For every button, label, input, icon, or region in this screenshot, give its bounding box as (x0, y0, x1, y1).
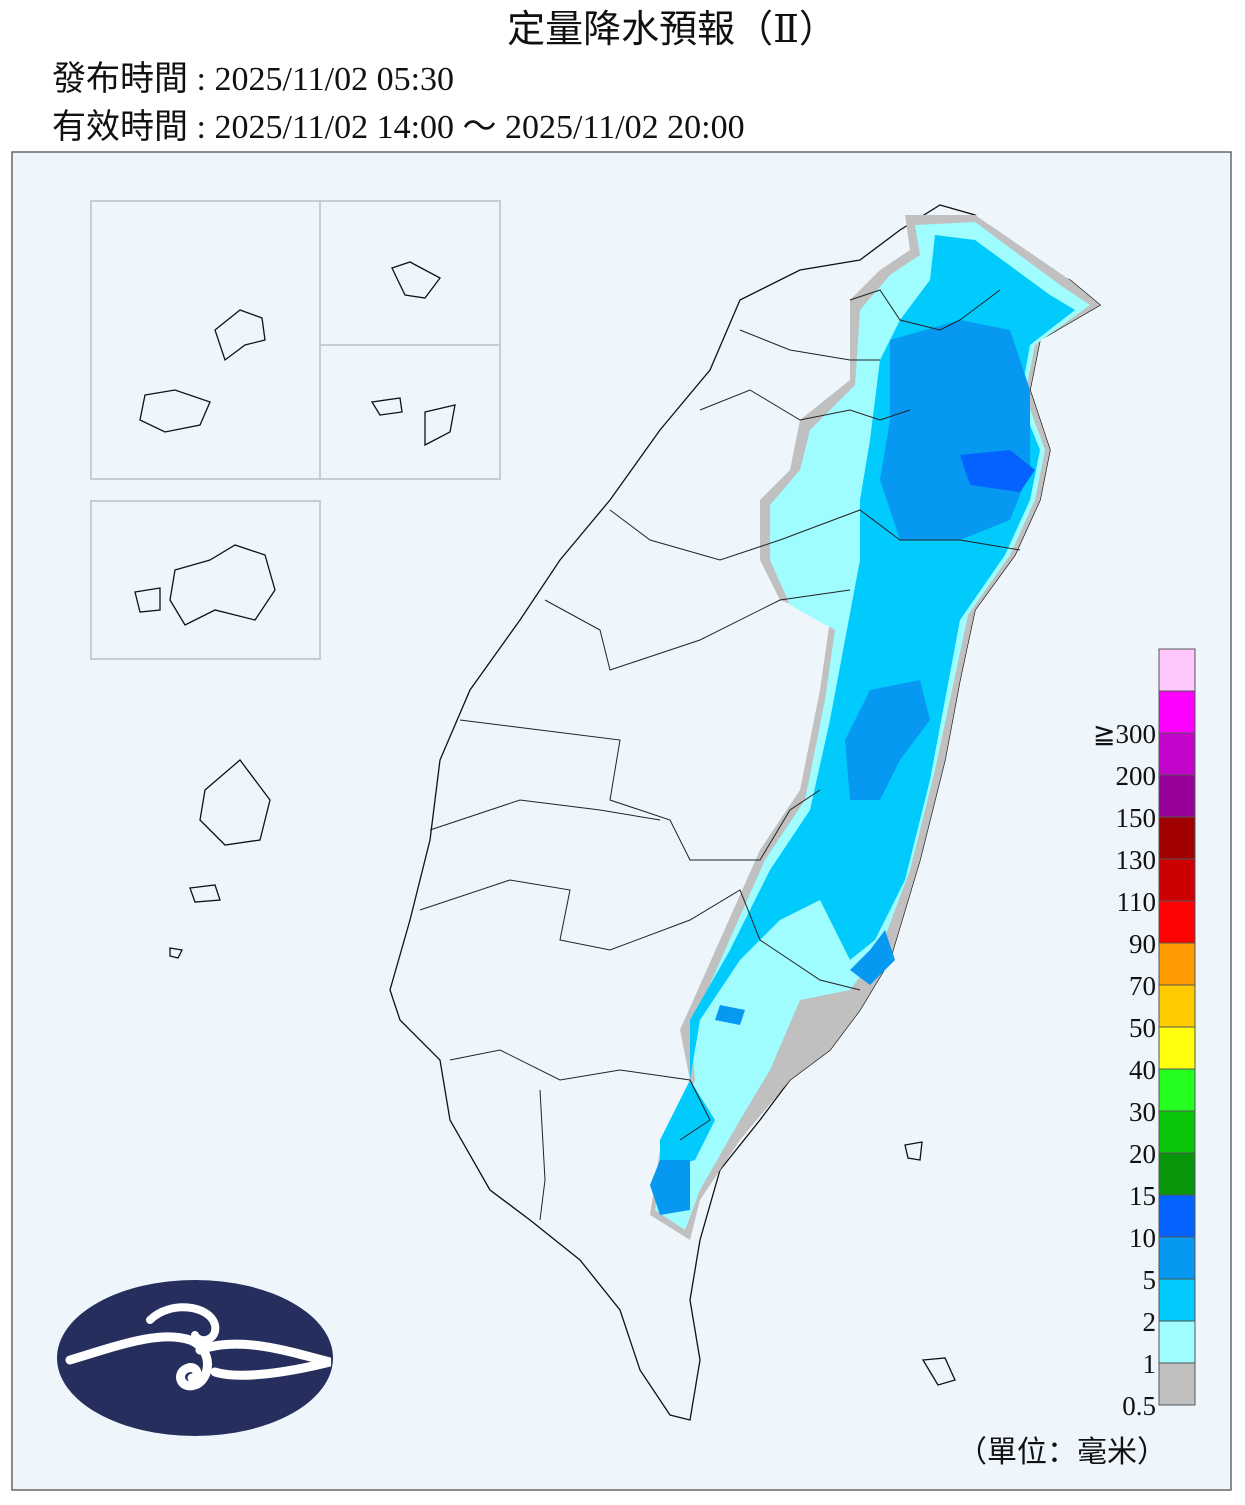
valid-time: 有效時間 : 2025/11/02 14:00 ～ 2025/11/02 20:… (52, 108, 745, 146)
legend-swatch (1158, 774, 1196, 818)
county-borders (419, 289, 1021, 1221)
legend: 0.5 1 2 5 10 15 20 30 40 50 70 90 110 130 150 200 ≧300 (1093, 648, 1196, 1421)
legend-label: 2 (1143, 1307, 1157, 1337)
legend-swatch (1158, 1320, 1196, 1364)
unit-label: （單位：毫米） (957, 1436, 1167, 1469)
legend-swatch (1158, 1236, 1196, 1280)
legend-swatch (1158, 984, 1196, 1028)
legend-label: 30 (1129, 1097, 1156, 1127)
legend-swatch (1158, 1362, 1196, 1406)
legend-label: 15 (1129, 1181, 1156, 1211)
legend-label: 1 (1143, 1349, 1157, 1379)
legend-swatch (1158, 942, 1196, 986)
cwa-logo (57, 1280, 333, 1436)
legend-label: 50 (1129, 1013, 1156, 1043)
legend-swatch (1158, 1026, 1196, 1070)
legend-label: 150 (1116, 803, 1157, 833)
legend-swatch (1158, 1110, 1196, 1154)
legend-label: 20 (1129, 1139, 1156, 1169)
issued-time: 發布時間 : 2025/11/02 05:30 (52, 60, 454, 98)
legend-swatch (1158, 648, 1196, 692)
legend-label: 200 (1116, 761, 1157, 791)
legend-swatch (1158, 732, 1196, 776)
legend-swatch (1158, 900, 1196, 944)
insets (90, 200, 501, 660)
legend-swatch (1158, 1278, 1196, 1322)
legend-swatch (1158, 1152, 1196, 1196)
legend-swatch (1158, 816, 1196, 860)
legend-label: 40 (1129, 1055, 1156, 1085)
title: 定量降水預報（Ⅱ） (507, 9, 837, 51)
legend-swatch (1158, 690, 1196, 734)
legend-label: 0.5 (1122, 1391, 1156, 1421)
legend-swatch (1158, 1068, 1196, 1112)
legend-swatch (1158, 1194, 1196, 1238)
legend-label: 5 (1143, 1265, 1157, 1295)
rain-areas (650, 215, 1100, 1240)
islands (134, 261, 956, 1386)
legend-label: 110 (1117, 887, 1157, 917)
legend-swatch (1158, 858, 1196, 902)
legend-label: 130 (1116, 845, 1157, 875)
legend-label: 90 (1129, 929, 1156, 959)
legend-label: 70 (1129, 971, 1156, 1001)
legend-label: 10 (1129, 1223, 1156, 1253)
legend-label: ≧300 (1093, 719, 1156, 749)
